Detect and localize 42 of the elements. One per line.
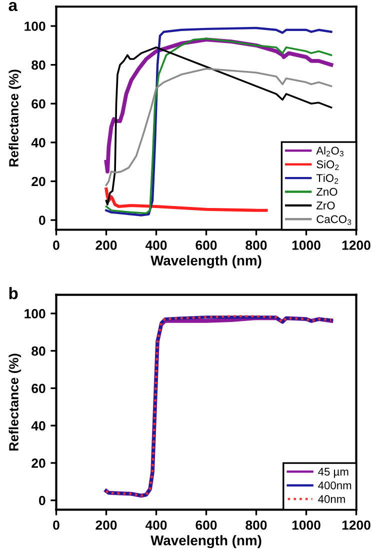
y-tick-label: 80 xyxy=(32,346,46,356)
x-tick-label: 1000 xyxy=(292,240,320,250)
legend-label: 400nm xyxy=(318,481,352,490)
chart-title: b xyxy=(9,287,18,300)
chart-title: a xyxy=(8,2,18,12)
y-tick-label: 60 xyxy=(32,384,46,394)
y-tick-label: 0 xyxy=(39,216,46,225)
y-tick-label: 0 xyxy=(39,496,46,506)
y-tick-label: 20 xyxy=(32,458,46,468)
legend-label: SiO$_{2}$ xyxy=(316,160,339,170)
x-tick-label: 800 xyxy=(246,240,267,250)
legend-label: TiO$_{2}$ xyxy=(316,174,338,184)
x-tick-label: 1200 xyxy=(342,520,370,530)
y-tick-label: 20 xyxy=(32,176,46,186)
y-axis-title: Reflectance (%) xyxy=(8,354,22,450)
y-tick-label: 100 xyxy=(24,309,46,318)
y-tick-label: 60 xyxy=(32,99,46,109)
x-tick-label: 800 xyxy=(246,520,267,530)
x-tick-label: 0 xyxy=(53,520,60,530)
line-series xyxy=(104,187,268,212)
legend-label: CaCO$_{3}$ xyxy=(316,215,352,225)
y-tick-label: 100 xyxy=(24,22,46,31)
legend-label: ZnO xyxy=(316,188,338,196)
y-tick-label: 40 xyxy=(31,138,46,148)
x-tick-label: 200 xyxy=(96,520,117,530)
x-tick-label: 400 xyxy=(145,240,167,250)
x-tick-label: 600 xyxy=(196,520,217,530)
x-axis-title: Wavelength (nm) xyxy=(150,255,262,268)
legend-label: 45 µm xyxy=(318,468,348,478)
y-tick-label: 80 xyxy=(32,60,46,70)
x-tick-label: 1000 xyxy=(292,520,320,530)
legend-label: 40nm xyxy=(318,495,345,504)
y-tick-label: 40 xyxy=(31,421,46,430)
x-tick-label: 200 xyxy=(96,240,117,250)
x-tick-label: 0 xyxy=(53,240,60,250)
x-tick-label: 400 xyxy=(145,520,167,530)
x-axis-title: Wavelength (nm) xyxy=(150,535,262,548)
legend-label: ZrO xyxy=(316,202,335,210)
x-tick-label: 600 xyxy=(196,240,217,250)
x-tick-label: 1200 xyxy=(342,240,370,250)
legend-label: Al$_{2}$O$_{3}$ xyxy=(316,146,344,156)
y-axis-title: Reflectance (%) xyxy=(8,70,22,166)
